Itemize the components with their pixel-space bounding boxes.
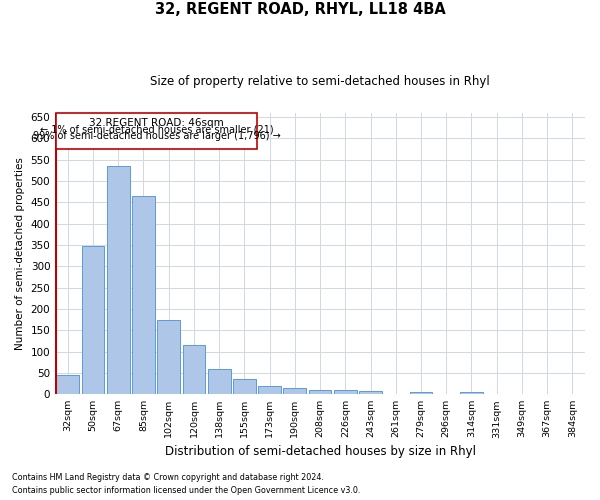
Bar [107, 166, 130, 394]
X-axis label: Distribution of semi-detached houses by size in Rhyl: Distribution of semi-detached houses by … [164, 444, 476, 458]
Text: 99% of semi-detached houses are larger (1,796) →: 99% of semi-detached houses are larger (… [33, 130, 281, 140]
Bar [182, 344, 205, 394]
Text: ← 1% of semi-detached houses are smaller (21): ← 1% of semi-detached houses are smaller… [40, 124, 274, 134]
FancyBboxPatch shape [56, 113, 257, 149]
Bar [132, 196, 155, 394]
Y-axis label: Number of semi-detached properties: Number of semi-detached properties [15, 157, 25, 350]
Bar [56, 375, 79, 394]
Bar [460, 392, 483, 394]
Text: 32 REGENT ROAD: 46sqm: 32 REGENT ROAD: 46sqm [89, 118, 224, 128]
Bar [233, 380, 256, 394]
Bar [309, 390, 331, 394]
Text: Contains HM Land Registry data © Crown copyright and database right 2024.
Contai: Contains HM Land Registry data © Crown c… [12, 474, 361, 495]
Bar [283, 388, 306, 394]
Bar [82, 246, 104, 394]
Bar [410, 392, 433, 394]
Bar [258, 386, 281, 394]
Bar [359, 391, 382, 394]
Bar [334, 390, 356, 394]
Bar [208, 370, 230, 394]
Bar [157, 320, 180, 394]
Text: 32, REGENT ROAD, RHYL, LL18 4BA: 32, REGENT ROAD, RHYL, LL18 4BA [155, 2, 445, 18]
Title: Size of property relative to semi-detached houses in Rhyl: Size of property relative to semi-detach… [150, 75, 490, 88]
